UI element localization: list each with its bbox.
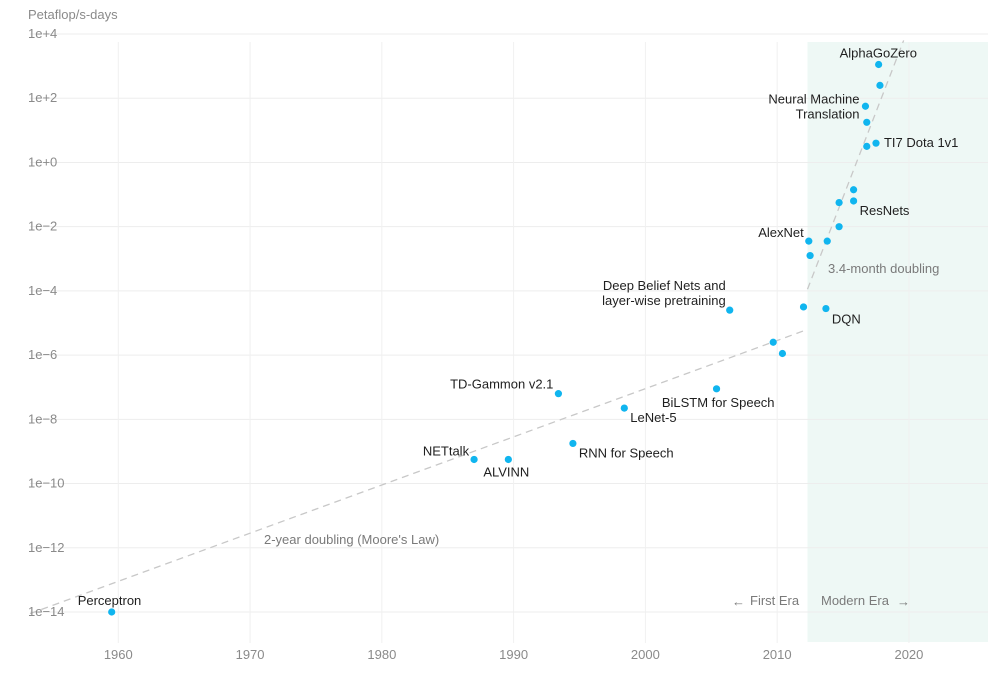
trend-line bbox=[29, 328, 808, 615]
modern-era-band bbox=[807, 42, 988, 642]
data-point bbox=[620, 404, 628, 412]
data-point bbox=[726, 306, 734, 314]
data-point bbox=[849, 197, 858, 205]
trend-line bbox=[806, 40, 905, 290]
point-label: BiLSTM for Speech bbox=[662, 395, 775, 410]
left-arrow-icon: ← bbox=[732, 594, 745, 609]
point-label: NETtalk bbox=[423, 443, 470, 458]
modern-era-label: Modern Era bbox=[821, 593, 890, 608]
data-point bbox=[861, 102, 870, 110]
y-tick-label: 1e−14 bbox=[28, 604, 65, 619]
y-tick-label: 1e+2 bbox=[28, 90, 57, 105]
data-point bbox=[835, 223, 843, 231]
point-label: ALVINN bbox=[483, 464, 529, 479]
data-point bbox=[504, 455, 512, 464]
data-point bbox=[554, 390, 563, 398]
y-tick-label: 1e−10 bbox=[28, 476, 65, 491]
data-point bbox=[863, 142, 871, 150]
data-point bbox=[875, 60, 883, 69]
point-label: AlphaGoZero bbox=[840, 46, 917, 61]
data-point bbox=[470, 455, 478, 464]
data-point bbox=[108, 608, 116, 616]
data-point bbox=[712, 385, 721, 393]
trend-label-moores-law: 2-year doubling (Moore's Law) bbox=[264, 532, 439, 547]
point-label: layer-wise pretraining bbox=[602, 293, 726, 308]
data-point bbox=[822, 304, 830, 313]
x-tick-label: 2000 bbox=[631, 647, 660, 662]
x-tick-label: 1960 bbox=[104, 647, 133, 662]
x-tick-label: 1970 bbox=[236, 647, 265, 662]
point-label: LeNet-5 bbox=[630, 410, 676, 425]
data-point bbox=[835, 198, 843, 207]
data-point bbox=[799, 303, 808, 311]
data-point bbox=[569, 439, 577, 448]
data-point bbox=[806, 251, 814, 260]
right-arrow-icon: → bbox=[897, 594, 910, 609]
y-axis-label: Petaflop/s-days bbox=[28, 7, 118, 22]
x-tick-label: 1980 bbox=[367, 647, 396, 662]
trend-label-modern: 3.4-month doubling bbox=[828, 261, 939, 276]
y-tick-label: 1e−4 bbox=[28, 283, 57, 298]
y-tick-label: 1e−8 bbox=[28, 411, 57, 426]
y-tick-label: 1e+4 bbox=[28, 26, 57, 41]
x-tick-label: 2020 bbox=[894, 647, 923, 662]
point-label: TD-Gammon v2.1 bbox=[450, 377, 553, 392]
y-tick-label: 1e−6 bbox=[28, 347, 57, 362]
y-tick-label: 1e+0 bbox=[28, 154, 57, 169]
point-label: Translation bbox=[796, 106, 860, 121]
point-label: DQN bbox=[832, 312, 861, 327]
point-label: TI7 Dota 1v1 bbox=[884, 135, 958, 150]
data-point bbox=[872, 139, 880, 147]
x-tick-label: 2010 bbox=[763, 647, 792, 662]
y-tick-label: 1e−12 bbox=[28, 540, 65, 555]
point-label: Deep Belief Nets and bbox=[603, 278, 726, 293]
x-tick-label: 1990 bbox=[499, 647, 528, 662]
data-point bbox=[769, 338, 777, 346]
data-point bbox=[823, 237, 831, 245]
point-label: Neural Machine bbox=[768, 91, 859, 106]
first-era-label: First Era bbox=[750, 593, 800, 608]
data-point bbox=[849, 186, 858, 194]
point-label: ResNets bbox=[860, 203, 910, 218]
data-point bbox=[778, 349, 787, 358]
point-label: Perceptron bbox=[78, 593, 142, 608]
data-point bbox=[876, 81, 884, 89]
data-point bbox=[863, 118, 871, 126]
point-label: AlexNet bbox=[758, 225, 804, 240]
data-point bbox=[805, 237, 813, 245]
y-tick-label: 1e−2 bbox=[28, 219, 57, 234]
point-label: RNN for Speech bbox=[579, 445, 674, 460]
